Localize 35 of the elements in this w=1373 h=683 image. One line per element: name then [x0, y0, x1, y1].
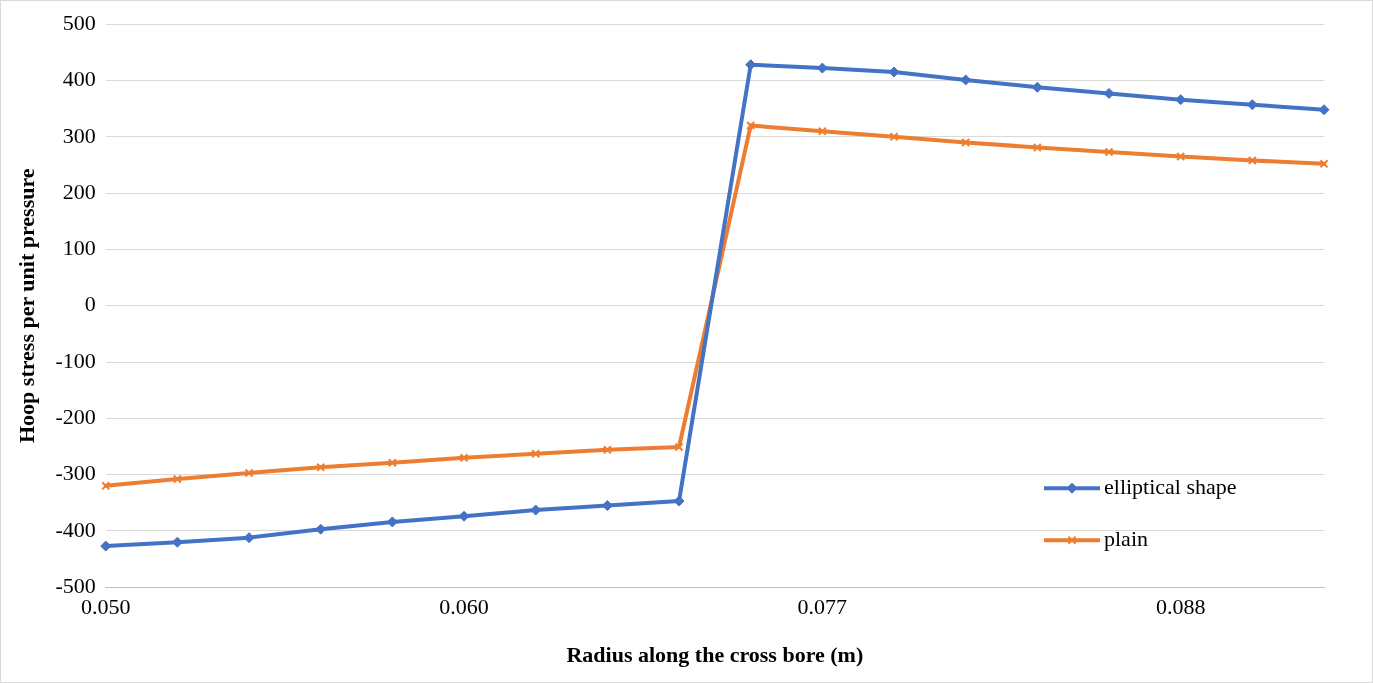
y-tick-label: 400: [62, 66, 96, 92]
y-tick-label: -100: [55, 347, 96, 373]
point: [172, 474, 182, 484]
y-tick-label: 200: [62, 178, 96, 204]
legend-label: plain: [1104, 525, 1148, 551]
point: [244, 468, 254, 478]
point: [531, 449, 541, 459]
point: [1247, 155, 1257, 165]
x-tick-label: 0.088: [1155, 594, 1206, 620]
x-tick-label: 0.077: [797, 594, 848, 620]
point: [1176, 151, 1186, 162]
y-tick-label: 500: [62, 9, 96, 35]
point: [746, 121, 756, 131]
point: [316, 462, 326, 472]
point: [459, 453, 469, 463]
point: [602, 445, 612, 455]
point: [961, 137, 971, 147]
point: [889, 132, 899, 142]
y-tick-label: -400: [55, 516, 96, 542]
point: [1032, 142, 1042, 153]
y-tick-label: 0: [84, 291, 96, 317]
point: [817, 126, 827, 136]
point: [387, 458, 397, 468]
x-axis-title: Radius along the cross bore (m): [566, 642, 864, 668]
y-tick-label: 300: [62, 122, 96, 148]
point: [674, 442, 684, 452]
point: [1104, 147, 1114, 157]
y-tick-label: -200: [55, 404, 96, 430]
y-tick-label: 100: [62, 235, 96, 261]
point: [1319, 159, 1329, 169]
y-tick-label: -300: [55, 460, 96, 486]
point: [101, 481, 111, 491]
legend-label: elliptical shape: [1104, 473, 1237, 499]
x-tick-label: 0.060: [439, 594, 489, 620]
y-axis-title: Hoop stress per unit pressure: [13, 168, 39, 444]
